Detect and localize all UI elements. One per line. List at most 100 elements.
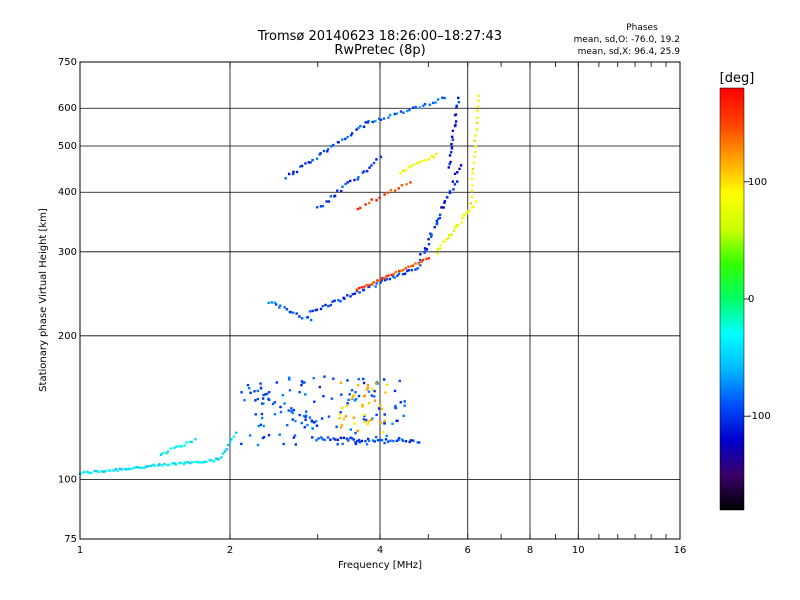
data-point	[445, 195, 449, 199]
data-point	[289, 310, 293, 314]
data-point	[267, 433, 271, 437]
data-point	[394, 270, 398, 274]
data-point	[365, 388, 368, 391]
data-point	[427, 257, 431, 260]
data-point	[436, 248, 439, 251]
data-point	[332, 437, 335, 440]
data-point	[452, 229, 456, 233]
data-point	[473, 155, 476, 158]
data-point	[267, 301, 270, 305]
data-point	[234, 431, 238, 435]
data-point	[355, 288, 358, 291]
data-point	[159, 453, 163, 456]
data-point	[308, 310, 312, 313]
data-point	[386, 191, 390, 194]
data-point	[447, 236, 450, 240]
data-point	[383, 193, 386, 196]
data-point	[447, 166, 451, 169]
data-point	[350, 132, 354, 135]
data-point	[408, 440, 411, 444]
data-point	[356, 178, 360, 181]
data-point	[177, 461, 181, 465]
data-point	[373, 389, 376, 393]
data-point	[357, 438, 361, 442]
data-point	[158, 463, 161, 466]
data-point	[420, 260, 423, 263]
phases-title: Phases	[626, 23, 658, 33]
data-point	[474, 200, 478, 203]
data-point	[347, 438, 350, 441]
data-point	[357, 377, 360, 381]
data-point	[261, 436, 265, 440]
data-point	[163, 462, 166, 466]
data-point	[418, 258, 422, 262]
data-point	[471, 167, 475, 171]
data-point	[372, 161, 376, 165]
data-point	[267, 397, 270, 401]
data-point	[347, 398, 350, 402]
data-point	[414, 268, 417, 271]
data-point	[471, 184, 474, 187]
data-point	[423, 251, 426, 254]
data-point	[460, 221, 463, 224]
data-point	[402, 414, 405, 418]
data-point	[243, 398, 246, 402]
data-point	[427, 158, 431, 161]
data-point	[361, 405, 365, 408]
data-point	[362, 381, 366, 385]
data-point	[323, 438, 326, 442]
data-point	[423, 102, 427, 106]
data-point	[265, 392, 269, 396]
data-point	[374, 285, 377, 288]
y-axis-ticks: 75 100 200 300 400 500 600 750	[58, 57, 77, 545]
data-point	[225, 448, 228, 451]
data-point	[383, 278, 387, 282]
data-point	[354, 397, 358, 401]
data-point	[448, 191, 452, 195]
data-point	[285, 308, 289, 311]
data-point	[273, 301, 276, 304]
data-point	[371, 282, 374, 286]
data-point	[118, 467, 122, 471]
data-point	[309, 318, 313, 322]
data-point	[458, 167, 461, 171]
data-point	[373, 440, 376, 443]
data-point	[349, 134, 353, 137]
data-point	[357, 126, 360, 130]
data-point	[279, 304, 282, 307]
data-point	[472, 161, 476, 165]
data-point	[457, 100, 461, 104]
data-point	[445, 238, 448, 241]
data-point	[339, 300, 342, 303]
y-tick-label: 200	[58, 331, 77, 342]
data-point	[435, 219, 439, 223]
data-point	[399, 172, 402, 175]
data-point	[449, 160, 452, 164]
data-point	[303, 425, 307, 429]
data-point	[370, 418, 373, 422]
y-tick-label: 500	[58, 141, 77, 152]
data-point	[315, 308, 319, 311]
data-point	[345, 437, 349, 440]
data-point	[327, 200, 331, 203]
data-point	[443, 240, 446, 243]
data-point	[310, 419, 313, 422]
data-point	[385, 275, 388, 278]
data-point	[391, 275, 395, 278]
data-point	[125, 468, 128, 471]
data-point	[399, 110, 403, 113]
data-point	[311, 427, 314, 430]
data-point	[389, 439, 392, 442]
data-point	[262, 402, 265, 405]
data-point	[321, 438, 324, 441]
data-point	[449, 151, 453, 154]
data-point	[417, 262, 421, 266]
data-point	[400, 438, 404, 441]
data-point	[322, 149, 326, 153]
data-point	[273, 413, 277, 416]
data-point	[346, 181, 349, 184]
data-point	[315, 424, 319, 427]
data-point	[379, 421, 383, 424]
data-point	[360, 286, 363, 289]
data-point	[365, 443, 369, 446]
